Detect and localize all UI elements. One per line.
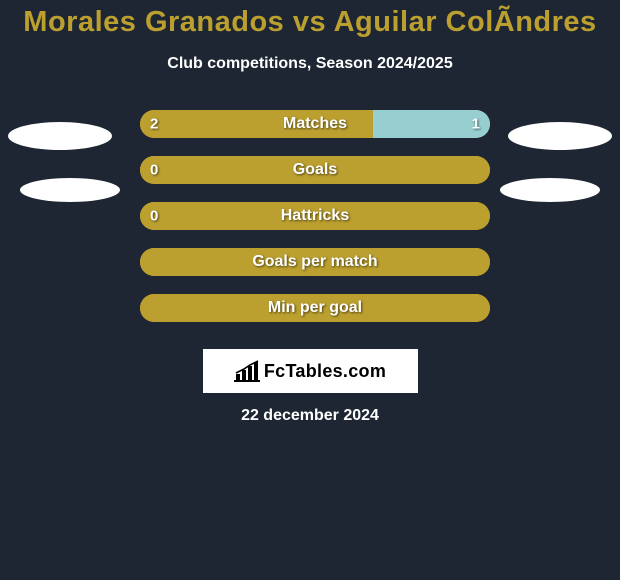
value-left: 0 (150, 208, 158, 225)
bar-left-segment (140, 202, 490, 230)
player-ellipse (500, 178, 600, 202)
bar-left-segment (140, 110, 373, 138)
date-text: 22 december 2024 (0, 407, 620, 425)
bar-left-segment (140, 294, 490, 322)
logo-text: FcTables.com (264, 361, 386, 382)
logo-inner: FcTables.com (234, 360, 386, 382)
player-ellipse (508, 122, 612, 150)
player-ellipse (8, 122, 112, 150)
logo-chart-icon (234, 360, 260, 382)
player-ellipse (20, 178, 120, 202)
logo-box: FcTables.com (203, 349, 418, 393)
stat-row: Min per goal (0, 285, 620, 331)
value-left: 0 (150, 162, 158, 179)
stat-row: Goals per match (0, 239, 620, 285)
value-right: 1 (472, 116, 480, 133)
bar-left-segment (140, 248, 490, 276)
comparison-infographic: Morales Granados vs Aguilar ColÃndres Cl… (0, 0, 620, 580)
bar-container: 0 (140, 156, 490, 184)
bar-container: 0 (140, 202, 490, 230)
bar-left-segment (140, 156, 490, 184)
bar-container (140, 248, 490, 276)
value-left: 2 (150, 116, 158, 133)
bar-container: 21 (140, 110, 490, 138)
bar-container (140, 294, 490, 322)
page-title: Morales Granados vs Aguilar ColÃndres (0, 6, 620, 39)
page-subtitle: Club competitions, Season 2024/2025 (0, 55, 620, 73)
